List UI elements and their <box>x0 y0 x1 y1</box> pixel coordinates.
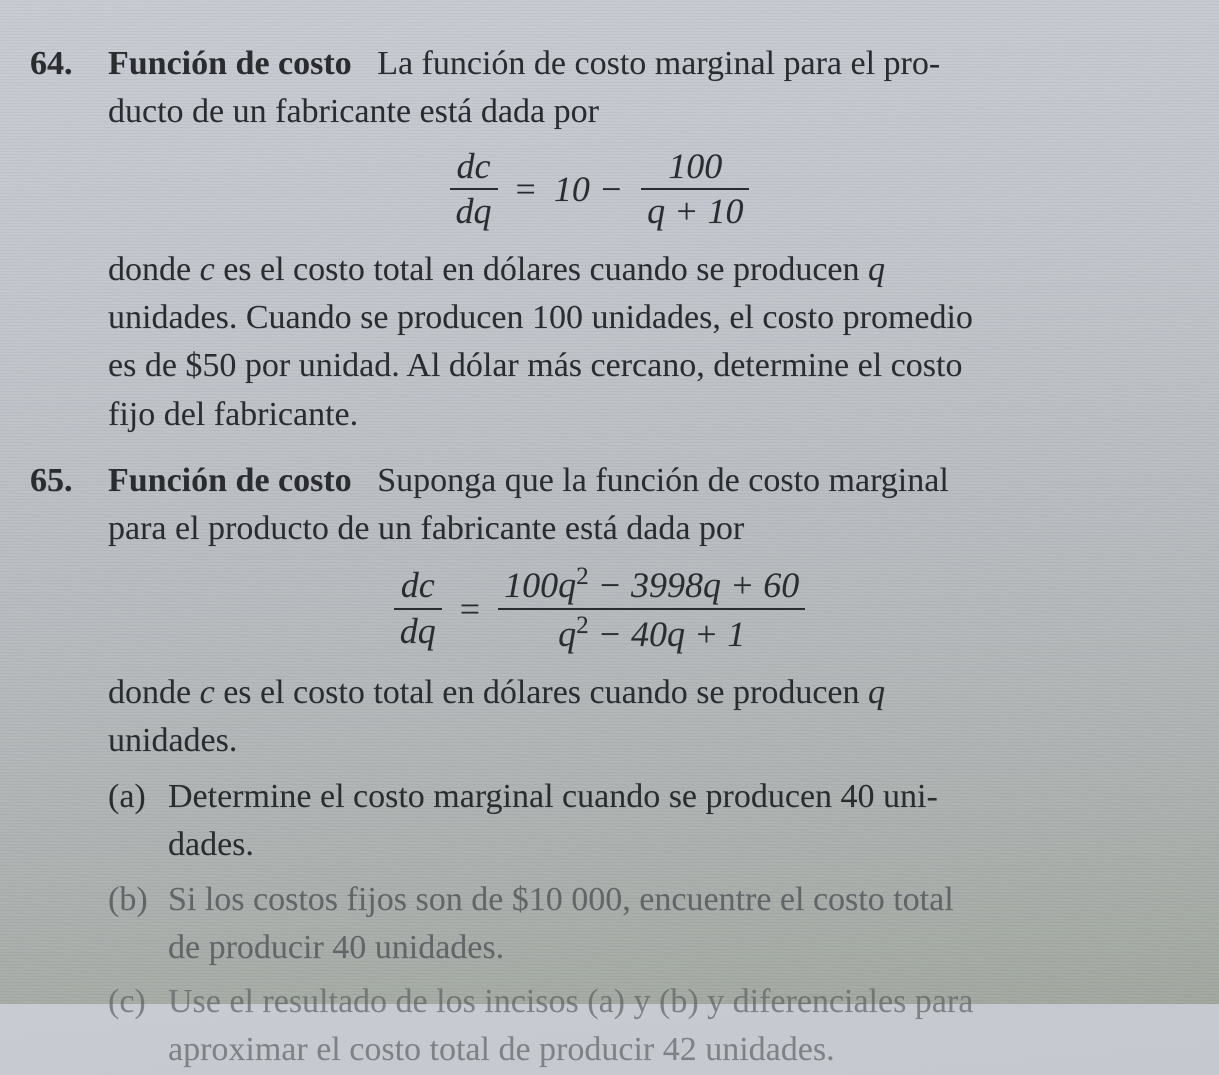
problem-title: Función de costo <box>108 45 352 82</box>
fraction-denominator: q2 − 40q + 1 <box>552 612 751 655</box>
textbook-page: 64. Función de costo La función de costo… <box>30 40 1169 1075</box>
intro-text: Suponga que la función de costo marginal <box>377 462 949 499</box>
fraction-numerator: 100q2 − 3998q + 60 <box>498 563 805 606</box>
subpart-text: Si los costos fijos son de $10 000, encu… <box>168 876 1169 973</box>
subpart-line: de producir 40 unidades. <box>168 929 504 966</box>
problem-intro: Función de costo La función de costo mar… <box>108 40 1169 88</box>
fraction-bar <box>394 608 442 610</box>
fraction-denominator: q + 10 <box>641 192 749 232</box>
fraction-bar <box>641 188 749 190</box>
problem-text-line: fijo del fabricante. <box>108 391 1169 439</box>
subpart-label: (c) <box>108 978 168 1026</box>
subpart-text: Use el resultado de los incisos (a) y (b… <box>168 978 1169 1075</box>
fraction-numerator: dc <box>395 566 441 606</box>
fraction-bar <box>498 608 805 610</box>
fraction-bar <box>450 188 498 190</box>
problem-text-line: unidades. <box>108 717 1169 765</box>
fraction-numerator: dc <box>451 147 497 187</box>
problem-number: 65. <box>30 462 108 500</box>
fraction-rhs: 100 q + 10 <box>641 147 749 232</box>
subpart-text: Determine el costo marginal cuando se pr… <box>168 773 1169 870</box>
problem-text-line: donde c es el costo total en dólares cua… <box>108 246 1169 294</box>
intro-text: La función de costo marginal para el pro… <box>377 45 940 82</box>
fraction-dc-dq: dc dq <box>394 566 442 651</box>
problem-64-formula: dc dq = 10 − 100 q + 10 <box>30 147 1169 232</box>
fraction-dc-dq: dc dq <box>450 147 498 232</box>
subparts: (a) Determine el costo marginal cuando s… <box>108 773 1169 1075</box>
problem-65: 65. Función de costo Suponga que la func… <box>30 457 1169 1075</box>
subpart-line: dades. <box>168 826 254 863</box>
fraction-numerator: 100 <box>662 147 728 187</box>
problem-65-formula: dc dq = 100q2 − 3998q + 60 q2 − 40q + 1 <box>30 563 1169 654</box>
problem-65-first-line: 65. Función de costo Suponga que la func… <box>30 457 1169 505</box>
subpart-label: (b) <box>108 876 168 924</box>
fraction-rhs: 100q2 − 3998q + 60 q2 − 40q + 1 <box>498 563 805 654</box>
subpart-line: Use el resultado de los incisos (a) y (b… <box>168 983 973 1020</box>
intro-continuation: para el producto de un fabricante está d… <box>108 505 1169 553</box>
subpart-line: Determine el costo marginal cuando se pr… <box>168 778 938 815</box>
problem-intro: Función de costo Suponga que la función … <box>108 457 1169 505</box>
problem-64-first-line: 64. Función de costo La función de costo… <box>30 40 1169 88</box>
problem-text-line: donde c es el costo total en dólares cua… <box>108 669 1169 717</box>
subpart-a: (a) Determine el costo marginal cuando s… <box>108 773 1169 870</box>
equals-sign: = <box>460 588 480 630</box>
fraction-denominator: dq <box>450 192 498 232</box>
subpart-line: Si los costos fijos son de $10 000, encu… <box>168 881 954 918</box>
subpart-line: aproximar el costo total de producir 42 … <box>168 1031 835 1068</box>
fraction-denominator: dq <box>394 612 442 652</box>
problem-text-line: es de $50 por unidad. Al dólar más cerca… <box>108 342 1169 390</box>
intro-continuation: ducto de un fabricante está dada por <box>108 88 1169 136</box>
equals-sign: = <box>516 168 536 210</box>
problem-number: 64. <box>30 45 108 83</box>
subpart-label: (a) <box>108 773 168 821</box>
problem-title: Función de costo <box>108 462 352 499</box>
problem-64: 64. Función de costo La función de costo… <box>30 40 1169 439</box>
subpart-c: (c) Use el resultado de los incisos (a) … <box>108 978 1169 1075</box>
problem-text-line: unidades. Cuando se producen 100 unidade… <box>108 294 1169 342</box>
formula-mid: 10 − <box>554 168 623 210</box>
subpart-b: (b) Si los costos fijos son de $10 000, … <box>108 876 1169 973</box>
